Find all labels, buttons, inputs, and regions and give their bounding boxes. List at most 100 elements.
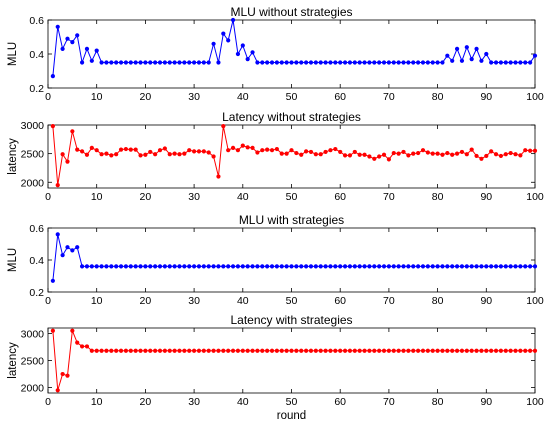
- data-point: [206, 348, 211, 353]
- data-point: [196, 264, 202, 269]
- x-tick-label: 20: [140, 191, 152, 203]
- data-point: [294, 150, 299, 156]
- chart-title: MLU without strategies: [230, 5, 352, 19]
- data-point: [279, 348, 284, 353]
- data-point: [401, 60, 406, 65]
- data-point: [216, 60, 221, 65]
- data-point: [138, 264, 143, 269]
- data-point: [377, 264, 382, 269]
- x-tick-label: 50: [286, 91, 298, 103]
- data-point: [211, 264, 216, 269]
- data-point: [75, 340, 80, 345]
- y-tick-label: 0.2: [29, 287, 44, 299]
- data-point: [216, 348, 221, 353]
- data-point: [396, 264, 401, 269]
- data-point: [260, 60, 265, 65]
- y-tick-label: 2500: [21, 149, 45, 161]
- data-point: [479, 348, 484, 353]
- data-point: [114, 348, 119, 353]
- data-point: [474, 348, 479, 353]
- x-tick-label: 40: [237, 191, 249, 203]
- data-point: [304, 348, 309, 353]
- series-line: [52, 330, 535, 391]
- data-point: [65, 159, 70, 164]
- data-point: [464, 45, 469, 50]
- data-point: [513, 348, 518, 353]
- data-point: [299, 264, 304, 269]
- data-point: [240, 348, 245, 353]
- data-point: [308, 348, 314, 353]
- data-point: [411, 60, 416, 65]
- data-point: [79, 344, 85, 349]
- data-point: [352, 149, 357, 155]
- data-point: [406, 60, 411, 65]
- data-point: [167, 264, 172, 269]
- data-point: [192, 348, 197, 353]
- data-point: [484, 264, 489, 269]
- data-point: [338, 60, 343, 65]
- x-tick-label: 80: [432, 191, 444, 203]
- data-point: [221, 31, 226, 36]
- data-point: [318, 264, 323, 269]
- data-point: [99, 264, 104, 269]
- x-tick-label: 30: [188, 396, 200, 408]
- data-point: [99, 348, 104, 353]
- data-point: [162, 146, 167, 151]
- data-point: [503, 348, 508, 353]
- data-point: [114, 152, 119, 157]
- axes-box: [47, 19, 536, 89]
- x-tick-label: 90: [480, 191, 492, 203]
- data-point: [269, 148, 275, 153]
- data-point: [328, 60, 333, 65]
- data-point: [347, 348, 353, 353]
- chart-title: MLU with strategies: [239, 213, 344, 227]
- data-point: [401, 149, 406, 155]
- data-point: [498, 153, 504, 159]
- data-point: [104, 60, 109, 65]
- data-point: [50, 124, 55, 129]
- data-point: [104, 264, 109, 269]
- data-point: [133, 60, 138, 65]
- data-point: [479, 264, 484, 269]
- data-point: [172, 348, 177, 353]
- data-point: [425, 60, 430, 65]
- data-point: [381, 152, 387, 157]
- data-point: [60, 371, 65, 377]
- data-point: [367, 60, 372, 65]
- data-point: [416, 264, 421, 269]
- data-point: [489, 149, 494, 154]
- data-point: [143, 152, 148, 157]
- data-point: [79, 60, 85, 65]
- x-tick-label: 40: [237, 396, 249, 408]
- data-point: [450, 58, 455, 63]
- data-point: [226, 148, 231, 153]
- data-point: [318, 348, 323, 353]
- data-point: [65, 36, 70, 41]
- data-point: [289, 264, 294, 269]
- data-point: [411, 264, 416, 269]
- data-point: [265, 147, 270, 152]
- data-point: [216, 174, 221, 179]
- data-point: [143, 264, 148, 269]
- data-point: [304, 264, 309, 269]
- data-point: [406, 348, 411, 353]
- data-point: [430, 60, 435, 65]
- data-point: [464, 152, 469, 157]
- data-point: [357, 264, 362, 269]
- data-point: [196, 149, 202, 154]
- y-tick-label: 0.6: [29, 15, 44, 27]
- data-point: [294, 60, 299, 65]
- data-point: [255, 60, 260, 65]
- data-point: [425, 348, 430, 353]
- data-point: [474, 153, 479, 159]
- x-tick-label: 80: [432, 295, 444, 307]
- data-point: [445, 53, 450, 58]
- data-point: [109, 348, 114, 353]
- data-point: [167, 152, 172, 157]
- data-point: [299, 152, 304, 157]
- data-point: [503, 60, 508, 65]
- data-point: [279, 151, 284, 156]
- data-point: [50, 74, 55, 79]
- data-point: [391, 150, 396, 156]
- data-point: [128, 264, 133, 269]
